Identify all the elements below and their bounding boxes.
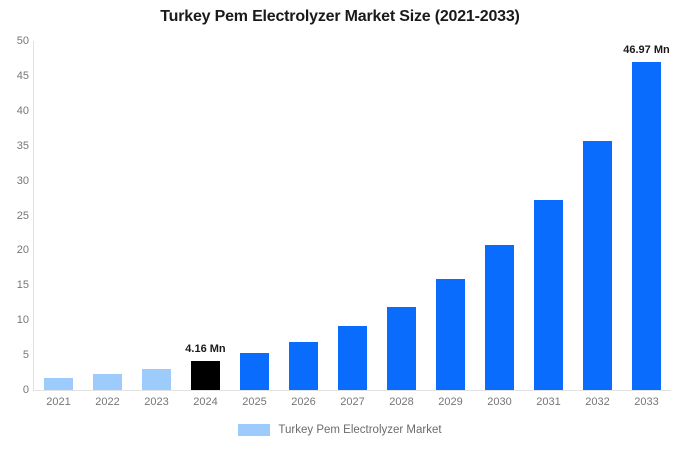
bar-group-2023	[142, 41, 171, 390]
x-axis-tick-2028: 2028	[389, 396, 414, 408]
bar-group-2028	[387, 41, 416, 390]
bar-group-2025	[240, 41, 269, 390]
bar-group-2033: 46.97 Mn	[623, 41, 670, 390]
y-axis-tick-15: 15	[16, 279, 29, 292]
y-axis-tick-0: 0	[22, 384, 29, 396]
y-axis-tick-50: 50	[16, 35, 29, 47]
x-axis: 2021 2022 2023 2024 2025 2026 2027 2028 2029 2030…	[34, 396, 671, 416]
bar-value-label-2033: 46.97 Mn	[623, 44, 670, 57]
legend-swatch-turkey-pem-electrolyzer-market	[238, 424, 271, 436]
chart-title: Turkey Pem Electrolyzer Market Size (202…	[160, 8, 520, 25]
bar-2027[interactable]	[338, 326, 367, 390]
x-axis-tick-2027: 2027	[340, 396, 365, 408]
bar-2026[interactable]	[289, 342, 318, 390]
bar-value-label-2024: 4.16 Mn	[185, 342, 226, 355]
bar-group-2032	[583, 41, 612, 390]
x-axis-tick-2031: 2031	[536, 396, 561, 408]
bar-2030[interactable]	[485, 245, 514, 390]
bar-group-2029	[436, 41, 465, 390]
bar-2029[interactable]	[436, 279, 465, 390]
bar-2023[interactable]	[142, 369, 171, 390]
y-axis-tick-20: 20	[16, 244, 29, 257]
x-axis-tick-2025: 2025	[242, 396, 267, 408]
y-axis: 0 5 10 15 20 25 30 35 40 45 50	[0, 0, 29, 450]
y-axis-line	[33, 41, 34, 390]
x-axis-tick-2024: 2024	[193, 396, 218, 408]
bar-2024[interactable]	[191, 360, 220, 390]
bars-layer: 4.16 Mn 46.97 Mn	[34, 41, 671, 390]
x-axis-tick-2022: 2022	[95, 396, 120, 408]
bar-2032[interactable]	[583, 140, 612, 390]
bar-group-2021	[44, 41, 73, 390]
x-axis-line	[33, 390, 671, 391]
legend-label-turkey-pem-electrolyzer-market: Turkey Pem Electrolyzer Market	[278, 424, 442, 436]
chart-legend: Turkey Pem Electrolyzer Market	[0, 424, 680, 436]
y-axis-tick-10: 10	[16, 314, 29, 327]
y-axis-tick-25: 25	[16, 209, 29, 222]
bar-group-2027	[338, 41, 367, 390]
y-axis-tick-45: 45	[16, 69, 29, 82]
bar-2021[interactable]	[44, 378, 73, 390]
x-axis-tick-2023: 2023	[144, 396, 169, 408]
bar-2022[interactable]	[93, 373, 122, 390]
y-axis-tick-30: 30	[16, 174, 29, 187]
bar-2033[interactable]	[632, 62, 661, 390]
bar-2028[interactable]	[387, 306, 416, 390]
x-axis-tick-2030: 2030	[487, 396, 512, 408]
bar-group-2030	[485, 41, 514, 390]
bar-group-2026	[289, 41, 318, 390]
x-axis-tick-2026: 2026	[291, 396, 316, 408]
bar-2031[interactable]	[534, 200, 563, 390]
bar-2025[interactable]	[240, 353, 269, 390]
y-axis-tick-40: 40	[16, 104, 29, 117]
bar-group-2024: 4.16 Mn	[185, 41, 226, 390]
x-axis-tick-2029: 2029	[438, 396, 463, 408]
x-axis-tick-2021: 2021	[46, 396, 71, 408]
y-axis-tick-5: 5	[22, 349, 29, 362]
y-axis-tick-35: 35	[16, 139, 29, 152]
x-axis-tick-2032: 2032	[585, 396, 610, 408]
x-axis-tick-2033: 2033	[634, 396, 659, 408]
bar-group-2031	[534, 41, 563, 390]
bar-group-2022	[93, 41, 122, 390]
